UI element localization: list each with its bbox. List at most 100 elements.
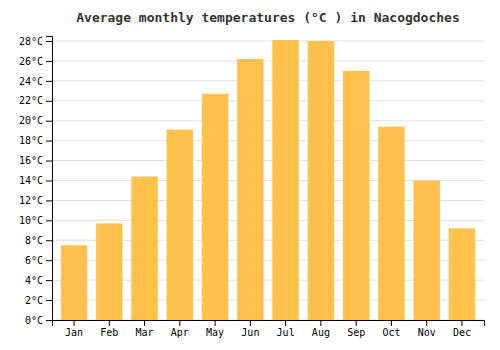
x-tick-mark: [426, 320, 427, 326]
x-tick: Nov: [418, 320, 436, 338]
x-tick: Aug: [312, 320, 330, 338]
y-tick-label: 8°C: [25, 235, 43, 246]
bars: [61, 40, 475, 320]
y-tick: 8°C: [25, 235, 52, 246]
grid-line: [52, 80, 484, 81]
y-tick-mark: [46, 61, 52, 62]
x-tick-mark: [179, 320, 180, 326]
x-tick: Feb: [100, 320, 118, 338]
grid-line: [52, 140, 484, 141]
x-tick-label: Aug: [312, 327, 330, 338]
x-tick: Jan: [65, 320, 83, 338]
bar: [308, 41, 334, 320]
bar: [202, 94, 228, 320]
x-tick: Sep: [347, 320, 365, 338]
y-tick-mark: [46, 200, 52, 201]
grid-line: [52, 60, 484, 61]
y-tick: 6°C: [25, 255, 52, 266]
x-tick-mark: [285, 320, 286, 326]
y-tick-mark: [46, 320, 52, 321]
bar: [61, 245, 87, 320]
x-tick-label: May: [206, 327, 224, 338]
y-tick: 10°C: [19, 215, 52, 226]
y-tick-mark: [46, 180, 52, 181]
y-tick: 20°C: [19, 115, 52, 126]
y-tick: 16°C: [19, 155, 52, 166]
y-tick: 24°C: [19, 76, 52, 87]
x-tick-mark: [461, 320, 462, 326]
y-tick-label: 2°C: [25, 295, 43, 306]
x-tick-mark: [144, 320, 145, 326]
x-tick: Jul: [277, 320, 295, 338]
y-tick-mark: [46, 280, 52, 281]
x-tick-mark: [109, 320, 110, 326]
bar: [449, 228, 475, 320]
x-tick: Jun: [241, 320, 259, 338]
y-tick: 18°C: [19, 135, 52, 146]
x-tick: Apr: [171, 320, 189, 338]
y-tick-label: 18°C: [19, 135, 43, 146]
y-tick-label: 10°C: [19, 215, 43, 226]
y-tick-label: 14°C: [19, 175, 43, 186]
bar: [413, 180, 439, 320]
y-tick: 2°C: [25, 295, 52, 306]
x-tick: Dec: [453, 320, 471, 338]
y-tick-label: 4°C: [25, 275, 43, 286]
y-tick: 28°C: [19, 36, 52, 47]
x-tick-label: Dec: [453, 327, 471, 338]
x-tick: May: [206, 320, 224, 338]
x-axis-line: [53, 321, 485, 327]
x-tick-label: Mar: [136, 327, 154, 338]
title: Average monthly temperatures (°C ) in Na…: [76, 10, 460, 25]
y-axis-line: [46, 37, 53, 321]
y-tick-mark: [46, 161, 52, 162]
y-tick-label: 28°C: [19, 36, 43, 47]
y-axis: 0°C 2°C 4°C 6°C 8°C 10°C 12°C 14°C 16°C 18°C 20°C 2…: [19, 36, 53, 326]
x-tick-mark: [74, 320, 75, 326]
y-tick-label: 24°C: [19, 76, 43, 87]
grid: [52, 41, 484, 320]
y-tick-label: 22°C: [19, 95, 43, 106]
y-tick-label: 20°C: [19, 115, 43, 126]
x-tick-mark: [320, 320, 321, 326]
bar: [96, 223, 122, 320]
y-tick-mark: [46, 41, 52, 42]
chart: 0°C 2°C 4°C 6°C 8°C 10°C 12°C 14°C 16°C 18°C 20°C 2…: [0, 0, 500, 350]
x-tick-label: Feb: [100, 327, 118, 338]
y-tick-mark: [46, 101, 52, 102]
x-tick-mark: [250, 320, 251, 326]
bar: [237, 59, 263, 320]
x-tick-label: Apr: [171, 327, 189, 338]
plot: 0°C 2°C 4°C 6°C 8°C 10°C 12°C 14°C 16°C 18°C 20°C 2…: [19, 36, 485, 338]
y-tick-mark: [46, 300, 52, 301]
y-tick-label: 16°C: [19, 155, 43, 166]
y-tick-label: 0°C: [25, 315, 43, 326]
y-tick-label: 6°C: [25, 255, 43, 266]
x-axis: Jan Feb Mar Apr May Jun Jul Aug Sep Oct Nov Dec: [53, 320, 485, 338]
x-tick: Mar: [136, 320, 154, 338]
y-tick: 22°C: [19, 95, 52, 106]
x-tick: Oct: [382, 320, 400, 338]
y-tick-mark: [46, 220, 52, 221]
y-tick-label: 26°C: [19, 56, 43, 67]
y-tick-mark: [46, 260, 52, 261]
x-tick-label: Jul: [277, 327, 295, 338]
x-tick-mark: [356, 320, 357, 326]
bar: [272, 40, 298, 320]
x-tick-mark: [215, 320, 216, 326]
grid-line: [52, 160, 484, 161]
y-tick-label: 12°C: [19, 195, 43, 206]
x-tick-label: Nov: [418, 327, 436, 338]
grid-line: [52, 120, 484, 121]
bar: [343, 71, 369, 320]
grid-line: [52, 100, 484, 101]
x-tick-label: Sep: [347, 327, 365, 338]
x-tick-label: Jan: [65, 327, 83, 338]
x-tick-label: Oct: [382, 327, 400, 338]
bar: [131, 177, 157, 320]
y-tick: 4°C: [25, 275, 52, 286]
y-tick-mark: [46, 121, 52, 122]
x-tick-mark: [391, 320, 392, 326]
bar: [167, 130, 193, 320]
y-tick: 14°C: [19, 175, 52, 186]
